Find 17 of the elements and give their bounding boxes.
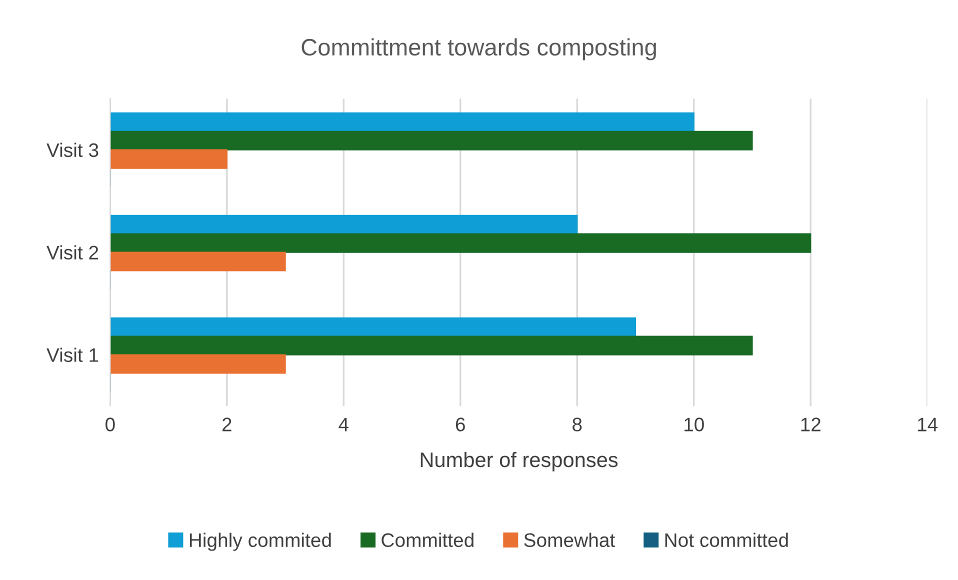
legend-label: Highly commited [190,532,331,551]
x-tick-label: 10 [684,418,704,432]
x-tick-label: 4 [338,418,348,432]
x-tick-label: 2 [222,418,232,432]
y-tick-label: Visit 3 [46,142,98,158]
x-tick-label: 14 [918,418,938,432]
y-tick-label: Visit 2 [46,245,98,260]
y-tick-label: Visit 1 [46,348,98,362]
legend-label: Not committed [665,532,788,548]
legend-label: Committed [382,532,474,548]
x-tick-label: 12 [801,418,820,432]
x-tick-label: 8 [572,418,582,432]
chart-title: Committment towards composting [302,38,656,60]
x-axis-title: Number of responses [420,452,618,472]
x-tick-label: 0 [106,418,115,432]
x-tick-label: 6 [456,418,465,432]
legend-label: Somewhat [524,532,616,548]
